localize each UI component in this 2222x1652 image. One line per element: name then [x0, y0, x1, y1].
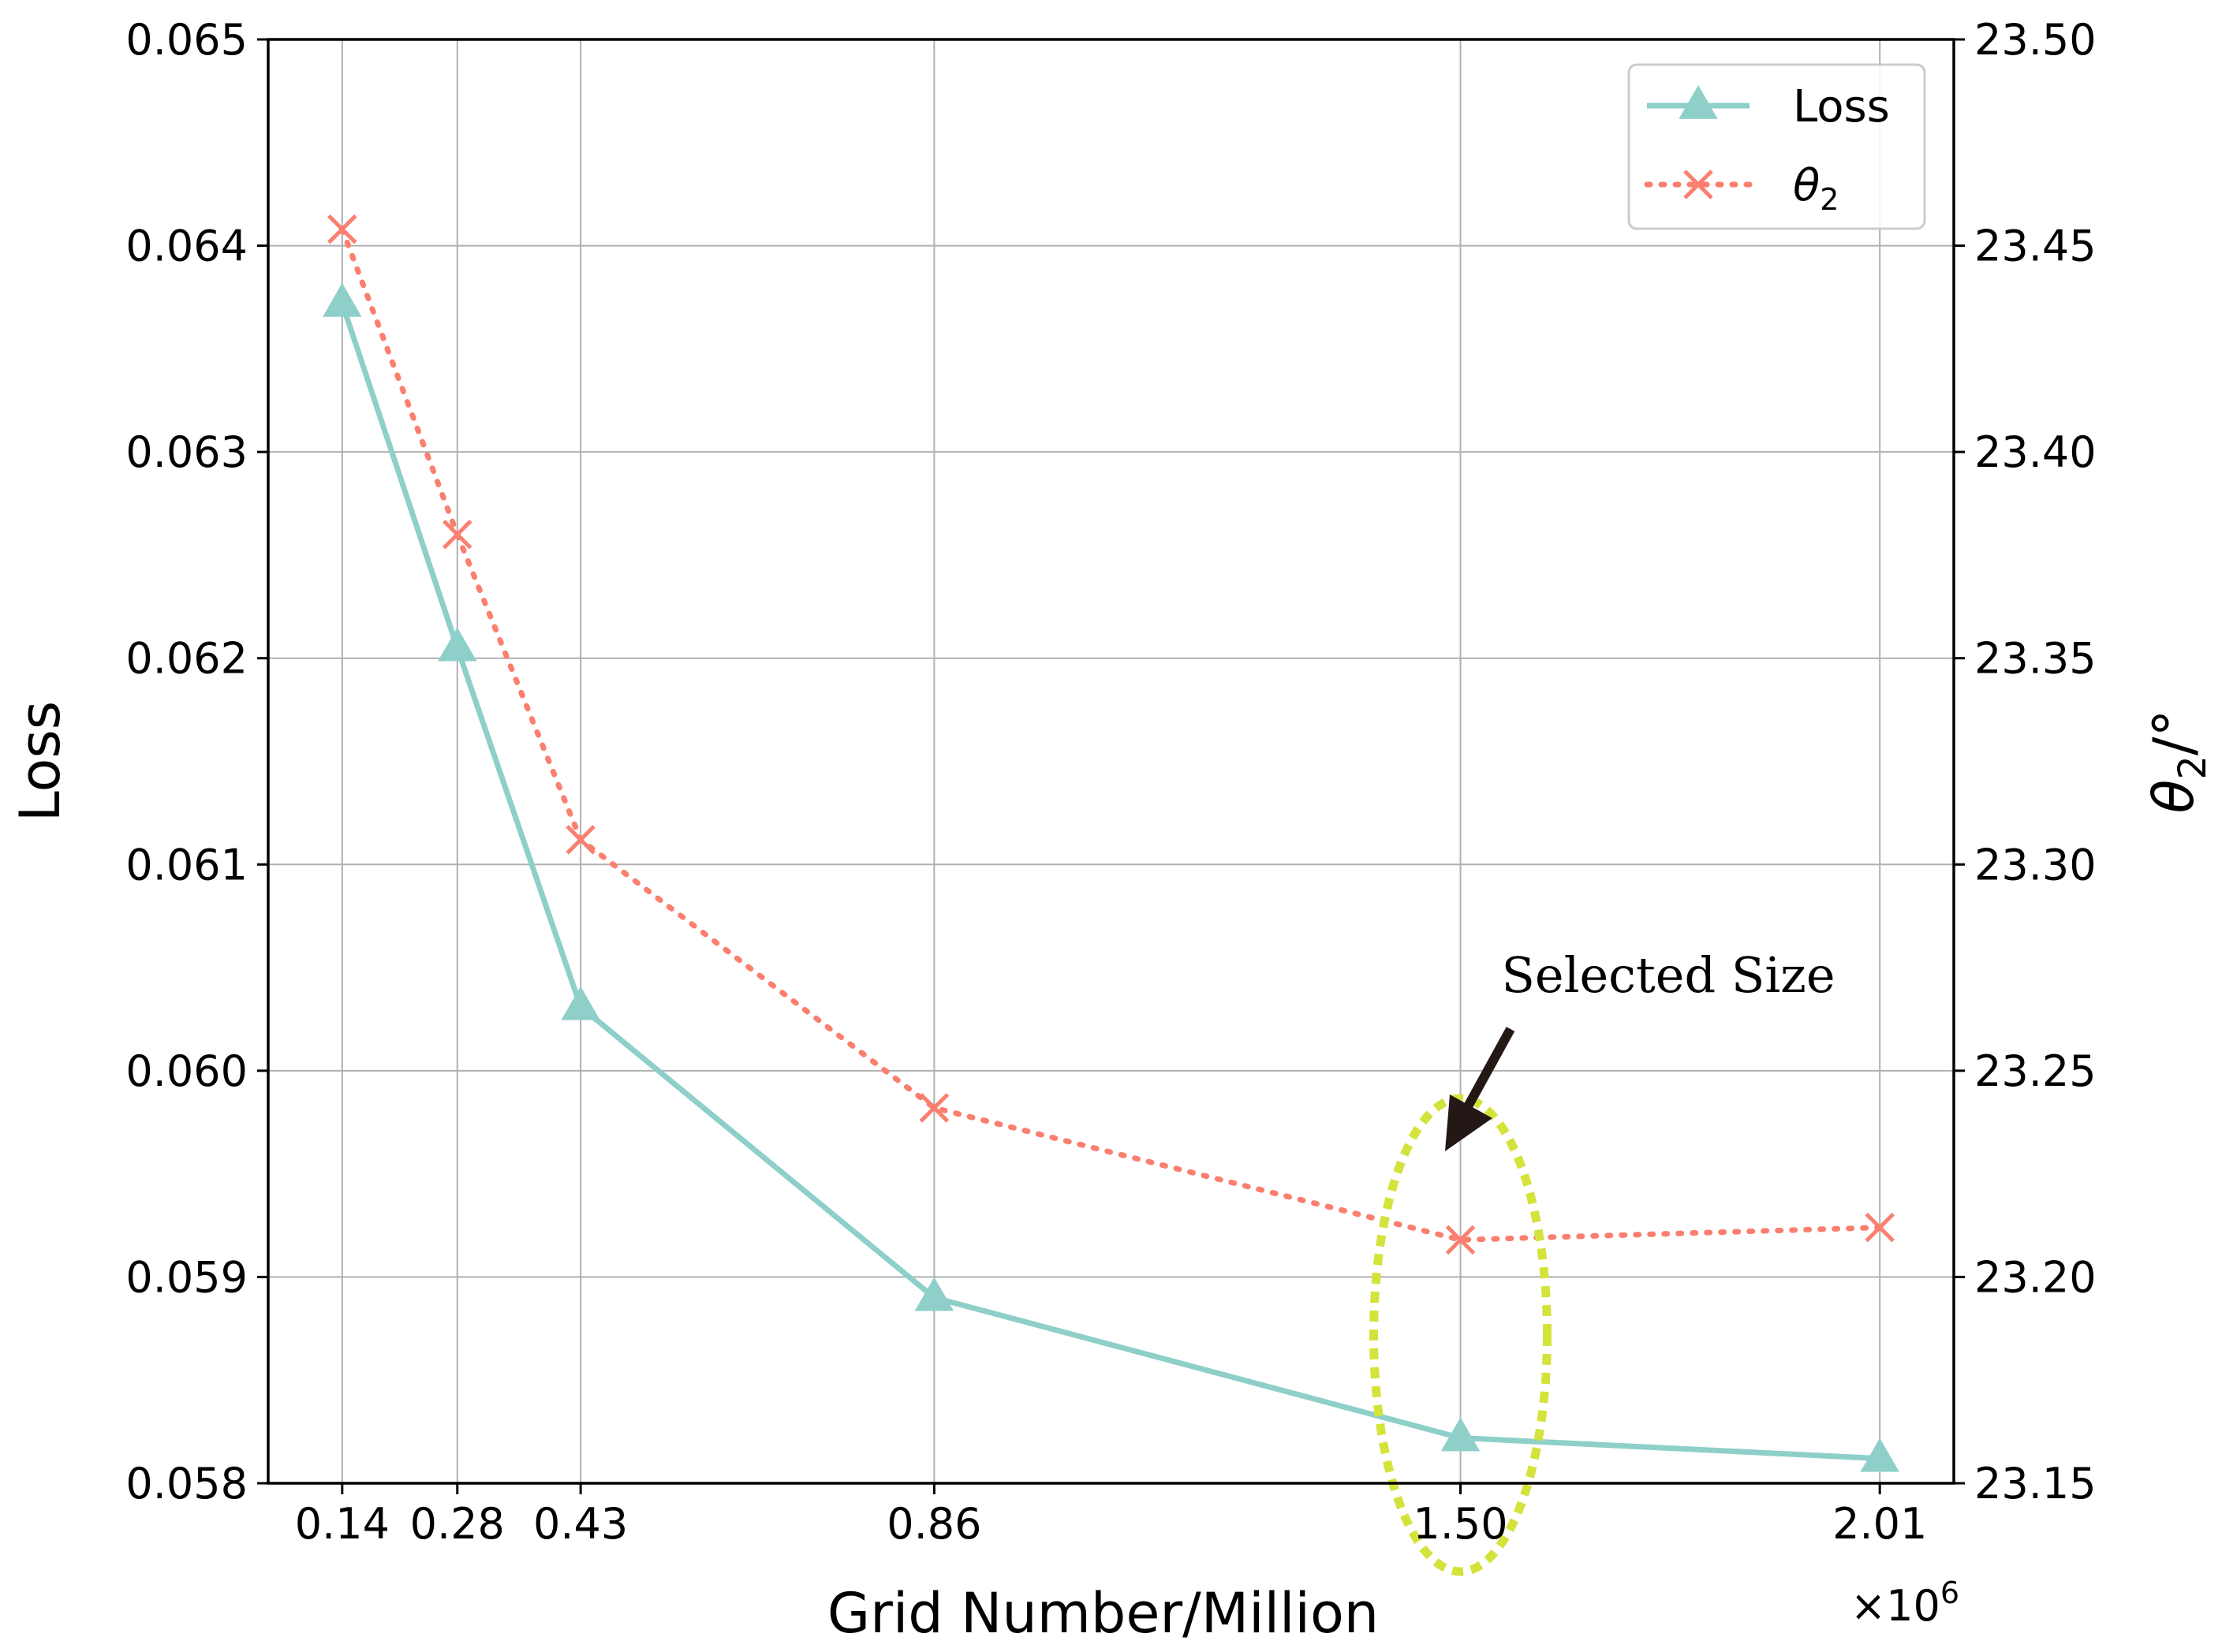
y-left-tick-label: 0.065 — [125, 15, 248, 65]
y-right-suffix: /° — [2142, 710, 2206, 756]
y-left-tick-label: 0.060 — [125, 1046, 248, 1096]
theta2-point — [919, 1093, 950, 1123]
theta2-point — [442, 520, 472, 550]
y-left-tick-label: 0.063 — [125, 427, 248, 477]
y-axis-left-title: Loss — [8, 701, 73, 822]
y-left-tick-label: 0.061 — [125, 840, 248, 889]
x-multiplier-exponent: 6 — [1940, 1576, 1959, 1610]
annotation-layer: Selected Size — [1369, 946, 1835, 1576]
theta2-point-stroke — [1445, 1225, 1476, 1255]
y-right-tick-label: 23.15 — [1974, 1459, 2097, 1508]
legend-x-marker — [1683, 170, 1713, 200]
loss-point — [1440, 1417, 1481, 1452]
y-right-tick-label: 23.25 — [1974, 1046, 2097, 1096]
y-right-tick-label: 23.35 — [1974, 634, 2097, 684]
x-tick-label: 0.43 — [533, 1499, 628, 1549]
selected-size-highlight — [1369, 1094, 1552, 1576]
theta2-point-stroke — [919, 1093, 950, 1123]
x-tick-label: 0.14 — [295, 1499, 390, 1549]
y-left-tick-label: 0.059 — [125, 1252, 248, 1302]
legend: Loss θ2 — [1627, 63, 1926, 230]
x-tick-label: 0.86 — [887, 1499, 981, 1549]
x-tick-label: 2.01 — [1832, 1499, 1927, 1549]
y-right-tick-label: 23.30 — [1974, 840, 2097, 889]
annotation-arrow-shaft — [1462, 1027, 1515, 1110]
x-tick-label: 0.28 — [410, 1499, 505, 1549]
legend-label-symbol: θ — [1793, 160, 1820, 211]
y-right-tick-label: 23.20 — [1974, 1252, 2097, 1302]
loss-point — [914, 1277, 954, 1311]
loss-point — [438, 627, 477, 662]
annotation-text: Selected Size — [1501, 946, 1835, 1004]
theta2-point — [1445, 1225, 1476, 1255]
tick-layer: 0.14 0.28 0.43 0.86 1.50 2.01 0.058 0.059 0.060 0… — [125, 15, 2096, 1549]
y-left-tick-label: 0.058 — [125, 1459, 248, 1508]
legend-triangle-marker — [1679, 85, 1718, 119]
theta2-point — [1865, 1212, 1895, 1243]
x-axis-title: Grid Number/Million — [827, 1581, 1379, 1646]
y-left-tick-label: 0.062 — [125, 634, 248, 684]
theta2-point — [566, 825, 596, 855]
series-layer — [323, 214, 1899, 1472]
loss-point — [561, 986, 600, 1020]
y-right-tick-label: 23.45 — [1974, 222, 2097, 271]
grid-lines — [268, 39, 1954, 1484]
legend-entry-loss: Loss — [1647, 81, 1890, 132]
y-right-symbol: θ — [2142, 780, 2206, 814]
y-right-tick-label: 23.50 — [1974, 15, 2097, 65]
y-axis-right-title: θ2/° — [2142, 710, 2215, 814]
plot-frame — [267, 38, 1955, 1485]
theta2-point-stroke — [442, 520, 472, 550]
legend-entry-theta2: θ2 — [1644, 160, 1839, 217]
x-multiplier-base: ×10 — [1850, 1581, 1940, 1631]
series-line-theta2 — [339, 226, 1883, 1243]
annotation-arrow-head — [1445, 1094, 1492, 1151]
series-line-loss — [339, 302, 1880, 1462]
x-tick-label: 1.50 — [1413, 1499, 1507, 1549]
theta2-point-stroke — [566, 825, 596, 855]
y-right-tick-label: 23.40 — [1974, 427, 2097, 477]
loss-point — [323, 282, 362, 317]
theta2-point-stroke — [327, 214, 357, 244]
theta2-point-stroke — [1865, 1212, 1895, 1243]
loss-point — [1860, 1438, 1899, 1472]
x-axis-multiplier: ×106 — [1850, 1576, 1959, 1631]
legend-label: θ2 — [1793, 160, 1839, 217]
y-left-tick-label: 0.064 — [125, 222, 248, 271]
theta2-point — [327, 214, 357, 244]
y-right-subscript: 2 — [2171, 755, 2215, 780]
legend-label-subscript: 2 — [1820, 182, 1839, 217]
legend-label: Loss — [1793, 81, 1890, 132]
